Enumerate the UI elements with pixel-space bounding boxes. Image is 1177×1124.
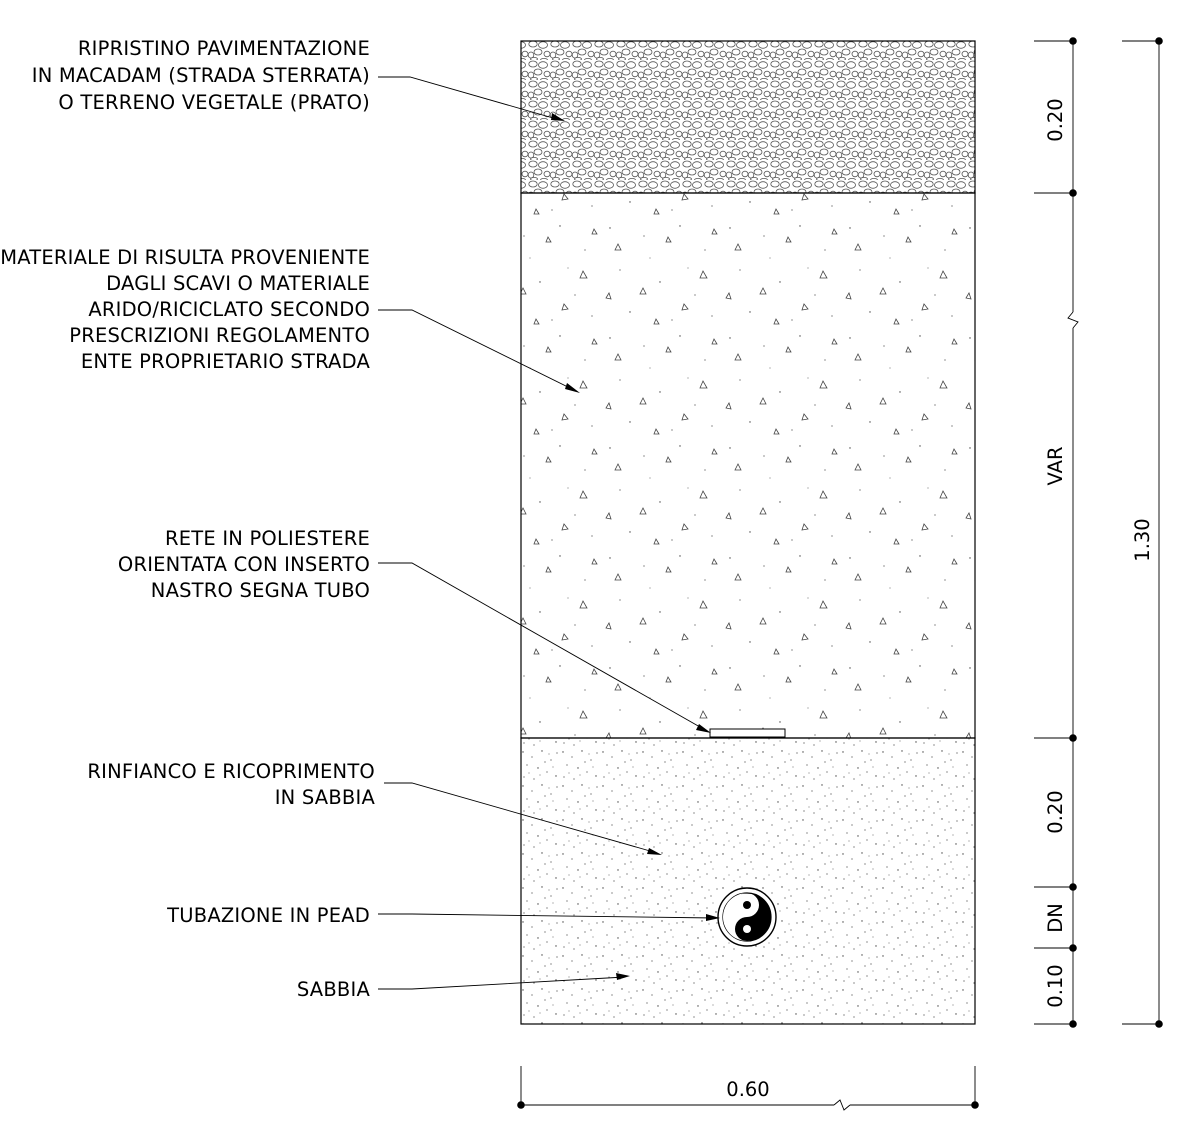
label-macadam: RIPRISTINO PAVIMENTAZIONE IN MACADAM (ST… <box>32 37 370 114</box>
sand-layer <box>520 737 976 1025</box>
svg-text:RIPRISTINO PAVIMENTAZIONE: RIPRISTINO PAVIMENTAZIONE <box>78 37 370 60</box>
dim-pipe-dn: DN <box>1044 903 1067 933</box>
dimension-bottom-width <box>517 1066 979 1111</box>
macadam-layer <box>520 40 976 194</box>
svg-text:NASTRO SEGNA TUBO: NASTRO SEGNA TUBO <box>151 579 370 602</box>
dim-total-depth: 1.30 <box>1131 518 1154 561</box>
dimension-right-total <box>1122 37 1163 1028</box>
dim-sand-cover: 0.20 <box>1044 790 1067 833</box>
dimension-right-partial <box>1034 37 1079 1028</box>
svg-text:RINFIANCO E RICOPRIMENTO: RINFIANCO E RICOPRIMENTO <box>87 760 375 783</box>
svg-text:IN MACADAM (STRADA STERRATA): IN MACADAM (STRADA STERRATA) <box>32 64 370 87</box>
label-covering: RINFIANCO E RICOPRIMENTO IN SABBIA <box>87 760 375 809</box>
leader-lines <box>378 76 720 990</box>
svg-text:RETE IN POLIESTERE: RETE IN POLIESTERE <box>165 527 370 550</box>
warning-tape <box>709 728 786 738</box>
label-backfill: MATERIALE DI RISULTA PROVENIENTE DAGLI S… <box>0 246 370 373</box>
dim-top-layer: 0.20 <box>1044 98 1067 141</box>
svg-text:PRESCRIZIONI REGOLAMENTO: PRESCRIZIONI REGOLAMENTO <box>69 324 370 347</box>
svg-text:ENTE PROPRIETARIO STRADA: ENTE PROPRIETARIO STRADA <box>81 350 371 373</box>
backfill-layer <box>520 192 976 739</box>
svg-text:ARIDO/RICICLATO SECONDO: ARIDO/RICICLATO SECONDO <box>88 298 370 321</box>
dim-bedding: 0.10 <box>1044 964 1067 1007</box>
dim-width: 0.60 <box>726 1078 769 1101</box>
svg-text:MATERIALE DI RISULTA PROVENIEN: MATERIALE DI RISULTA PROVENIENTE <box>0 246 370 269</box>
svg-text:ORIENTATA CON INSERTO: ORIENTATA CON INSERTO <box>118 553 370 576</box>
pead-pipe-icon <box>717 887 777 947</box>
svg-text:IN SABBIA: IN SABBIA <box>275 786 376 809</box>
label-sand: SABBIA <box>297 978 371 1001</box>
label-pipe: TUBAZIONE IN PEAD <box>166 904 370 927</box>
label-mesh: RETE IN POLIESTERE ORIENTATA CON INSERTO… <box>118 527 370 602</box>
svg-text:DAGLI SCAVI O MATERIALE: DAGLI SCAVI O MATERIALE <box>106 272 370 295</box>
svg-text:O TERRENO VEGETALE (PRATO): O TERRENO VEGETALE (PRATO) <box>58 91 370 114</box>
dim-variable: VAR <box>1044 447 1067 486</box>
